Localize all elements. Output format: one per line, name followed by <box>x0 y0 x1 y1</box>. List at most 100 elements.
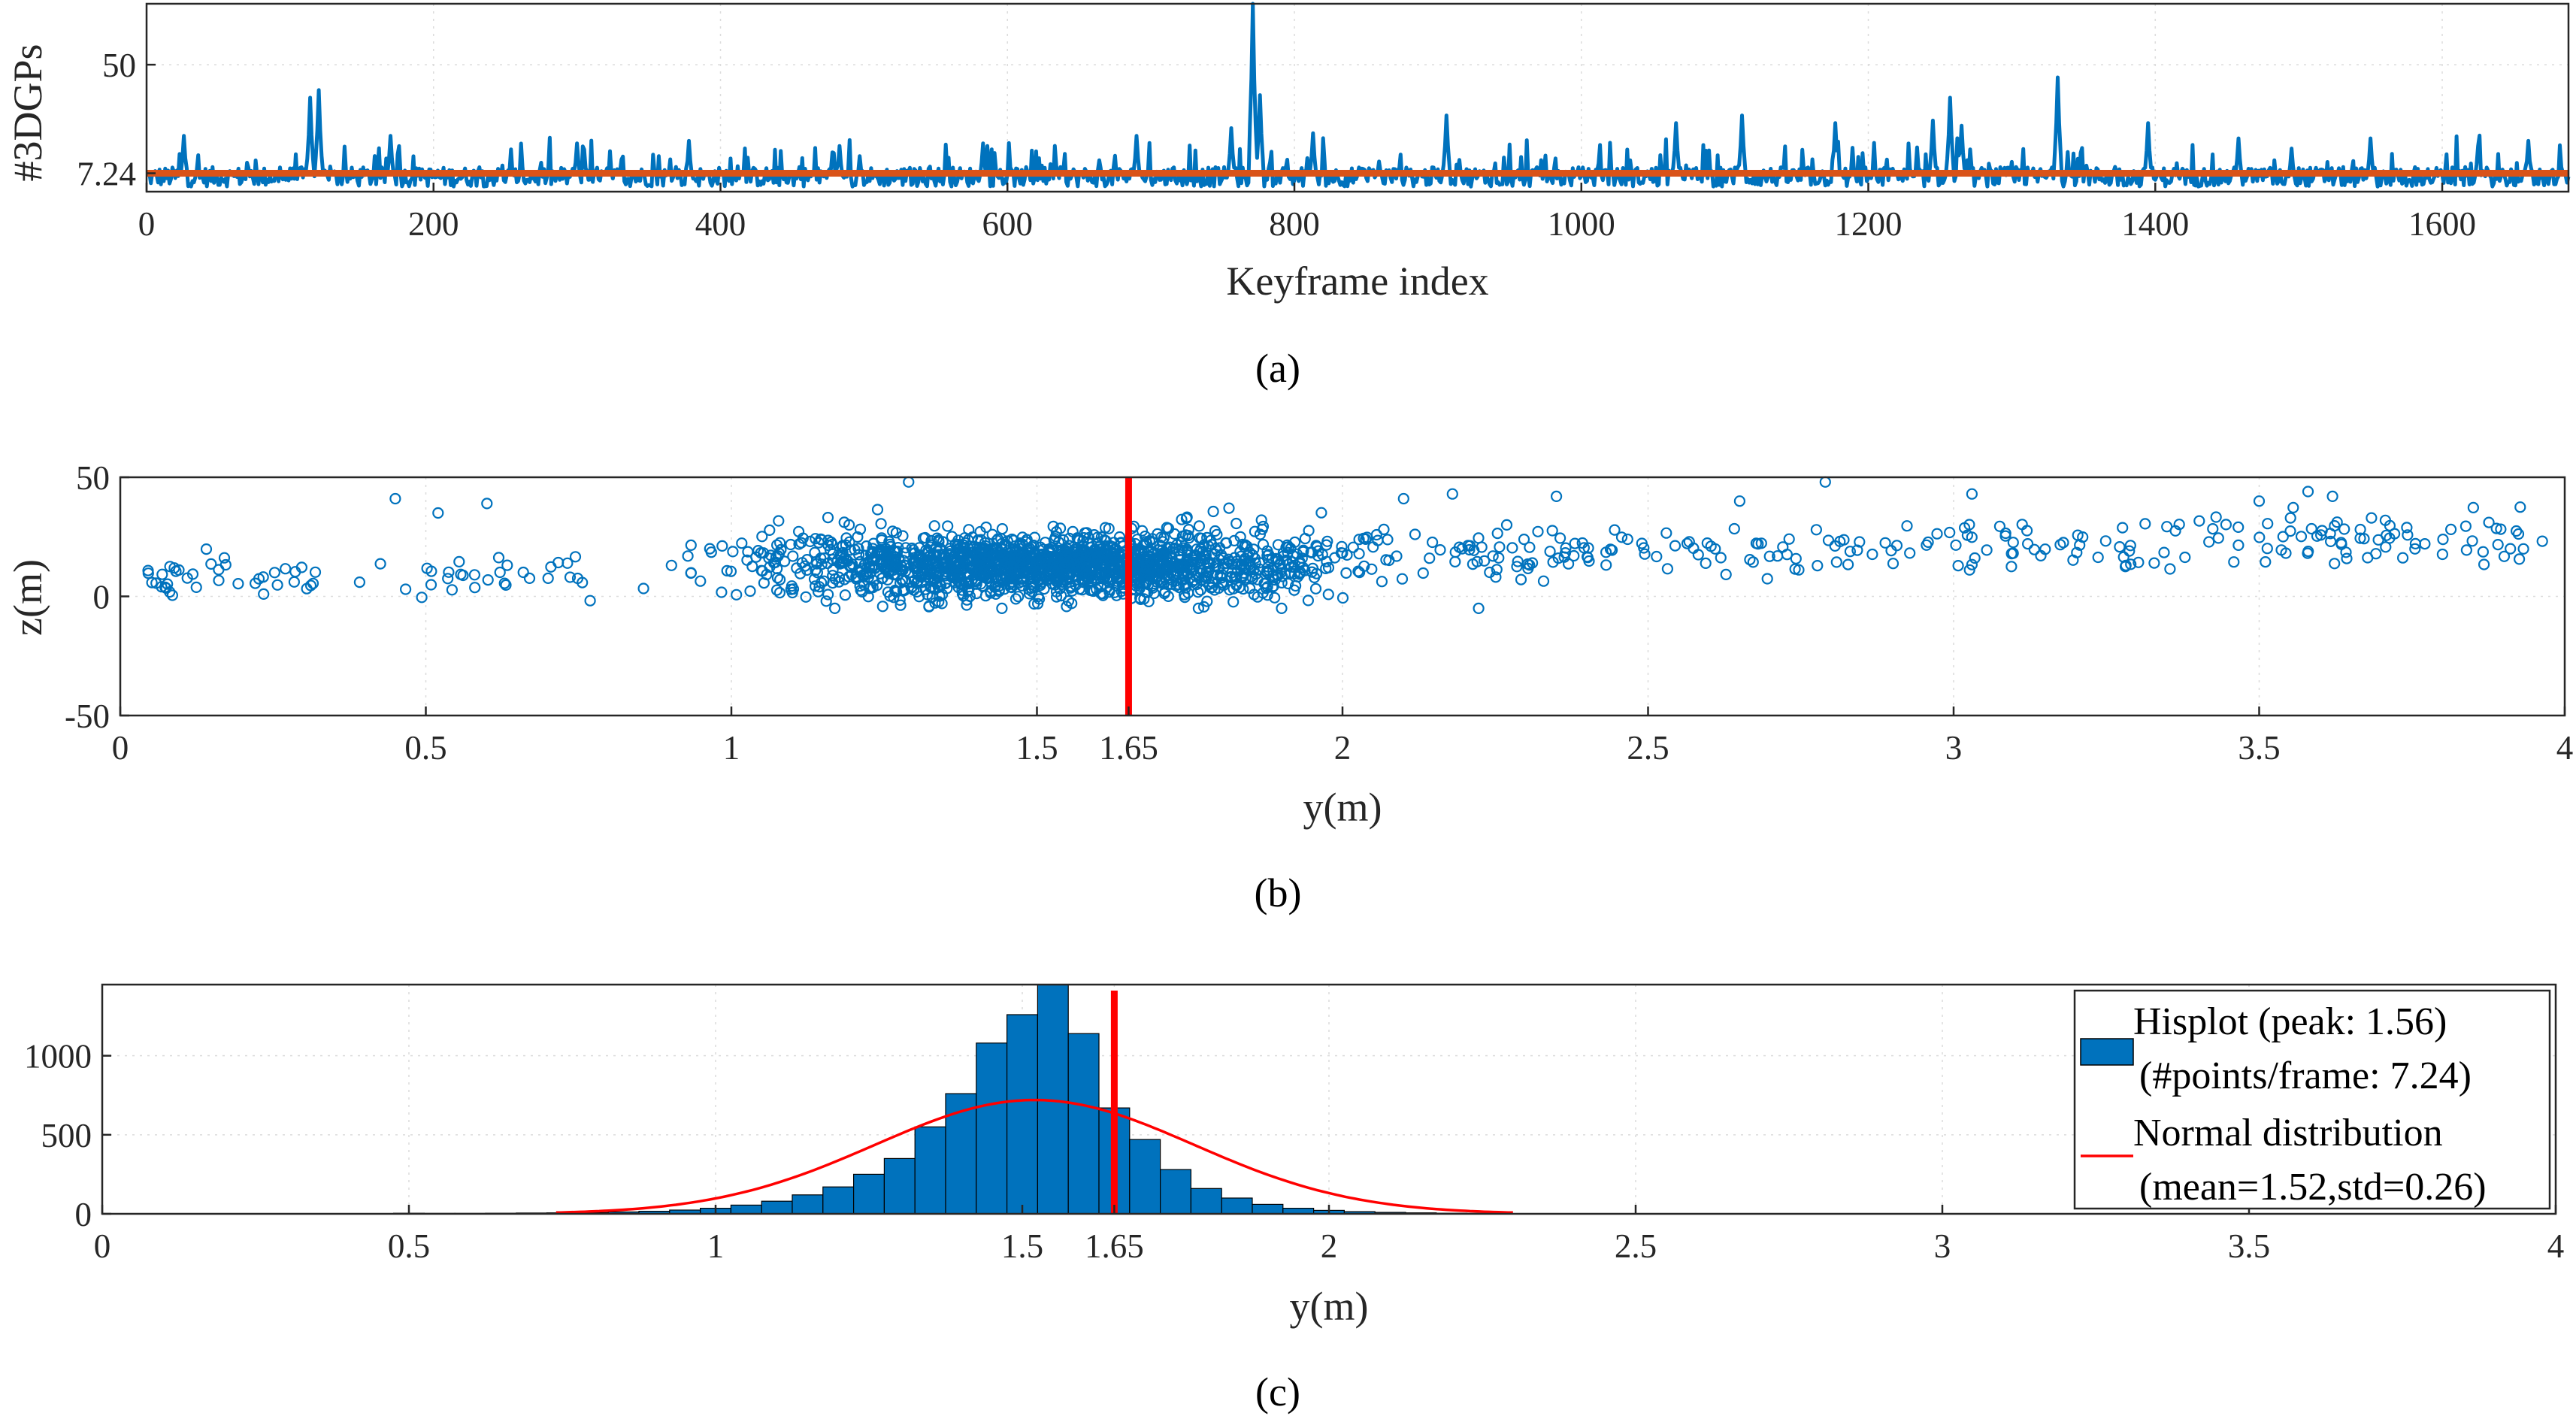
scatter-point-2022 <box>232 577 244 590</box>
scatter-point-1898 <box>1966 531 1978 543</box>
scatter-point-1776 <box>1651 550 1663 563</box>
scatter-point-2036 <box>1551 490 1563 503</box>
scatter-point-1503 <box>838 573 851 585</box>
scatter-point-1392 <box>1162 590 1174 603</box>
scatter-point-1993 <box>353 576 365 588</box>
scatter-point-1670 <box>1063 540 1075 552</box>
scatter-point-414 <box>756 531 768 543</box>
scatter-point-780 <box>1193 520 1206 532</box>
scatter-point-1878 <box>2005 561 2018 573</box>
scatter-point-1871 <box>1851 544 1863 556</box>
scatter-point-1848 <box>1294 568 1306 580</box>
panel-c-x-tick-label-3: 1.5 <box>1001 1227 1043 1265</box>
scatter-point-1303 <box>1320 562 1332 575</box>
scatter-point-1970 <box>166 589 178 601</box>
histogram-bar-7 <box>914 1126 946 1215</box>
scatter-point-814 <box>1176 513 1188 525</box>
panel-c-x-tick-label-8: 3.5 <box>2228 1227 2270 1265</box>
scatter-point-334 <box>725 565 737 577</box>
scatter-point-787 <box>1084 584 1096 597</box>
scatter-point-1908 <box>1621 533 1633 546</box>
scatter-point-1981 <box>268 567 280 579</box>
scatter-point-1971 <box>399 583 412 595</box>
scatter-point-491 <box>736 537 748 549</box>
scatter-point-1915 <box>2370 548 2382 560</box>
scatter-point-1741 <box>1506 542 1518 554</box>
scatter-point-1696 <box>1137 545 1150 557</box>
panel-c-x-tick-label-5: 2 <box>1321 1227 1338 1265</box>
scatter-point-1465 <box>974 525 986 538</box>
scatter-point-1868 <box>1747 556 1759 568</box>
scatter-point-576 <box>1347 541 1359 553</box>
scatter-point-580 <box>1063 532 1076 545</box>
scatter-point-1204 <box>1180 512 1193 525</box>
scatter-point-1710 <box>1479 555 1491 567</box>
caption-a: (a) <box>1255 346 1300 391</box>
scatter-point-1972 <box>443 566 455 578</box>
scatter-point-619 <box>637 582 649 595</box>
scatter-point-1364 <box>787 583 800 595</box>
scatter-point-1812 <box>2514 553 2526 565</box>
scatter-point-1834 <box>1636 537 1648 549</box>
scatter-point-1275 <box>1061 601 1073 613</box>
scatter-point-1706 <box>1281 539 1294 551</box>
scatter-point-1157 <box>1255 514 1267 526</box>
scatter-point-162 <box>1376 576 1388 588</box>
scatter-point-398 <box>682 550 694 562</box>
panel-c-normal-curve <box>555 1098 1513 1215</box>
scatter-point-1850 <box>1969 552 1981 564</box>
scatter-point-1638 <box>906 542 918 555</box>
scatter-point-1720 <box>2203 536 2215 548</box>
scatter-point-1992 <box>425 565 437 577</box>
scatter-point-1658 <box>966 564 979 576</box>
scatter-point-1889 <box>1558 551 1570 563</box>
scatter-point-1501 <box>1140 565 1152 577</box>
scatter-point-2017 <box>494 566 506 579</box>
scatter-point-772 <box>1231 558 1243 570</box>
scatter-point-891 <box>1161 522 1173 534</box>
scatter-point-1820 <box>2477 546 2489 558</box>
scatter-point-1137 <box>941 582 953 595</box>
scatter-point-1497 <box>989 542 1001 554</box>
scatter-point-1513 <box>1288 584 1300 596</box>
scatter-point-920 <box>884 590 896 602</box>
legend-box <box>2073 989 2551 1210</box>
scatter-point-1881 <box>2117 522 2129 534</box>
scatter-point-1936 <box>1609 524 1621 536</box>
scatter-point-1642 <box>952 538 964 551</box>
scatter-point-743 <box>875 518 887 530</box>
scatter-point-1698 <box>1005 573 1018 585</box>
scatter-point-1931 <box>2021 525 2033 537</box>
panel-c-x-tick-label-7: 3 <box>1934 1227 1951 1265</box>
scatter-point-2027 <box>307 577 319 589</box>
scatter-point-1966 <box>190 581 202 594</box>
scatter-point-1801 <box>1316 549 1328 561</box>
scatter-point-1761 <box>1306 566 1318 578</box>
scatter-point-1770 <box>1660 527 1672 539</box>
scatter-point-1725 <box>2517 543 2529 555</box>
panel-b-x-tick-label-3: 1.5 <box>1016 729 1058 767</box>
scatter-point-1755 <box>2284 525 2296 537</box>
scatter-point-409 <box>770 584 783 596</box>
scatter-point-1986 <box>442 573 454 585</box>
scatter-point-2031 <box>432 507 444 519</box>
scatter-point-1262 <box>1227 596 1240 608</box>
panel-b-y-label: z(m) <box>5 559 50 636</box>
scatter-point-1391 <box>928 520 940 532</box>
scatter-point-1906 <box>2498 550 2511 562</box>
scatter-point-1656 <box>1203 557 1215 569</box>
panel-b-x-tick-label-5: 2 <box>1334 729 1352 767</box>
scatter-point-1161 <box>787 550 799 562</box>
scatter-point-1238 <box>861 540 873 552</box>
scatter-point-2019 <box>150 577 162 589</box>
scatter-point-1417 <box>1353 548 1365 560</box>
scatter-point-1192 <box>665 559 677 571</box>
scatter-point-1815 <box>2512 528 2525 540</box>
panel-b-x-tick-label-1: 0.5 <box>404 729 446 767</box>
histogram-bar-14 <box>1129 1139 1161 1215</box>
scatter-point-1794 <box>1950 539 1962 551</box>
panel-b-x-tick-label-6: 2.5 <box>1627 729 1669 767</box>
panel-c-x-tick-label-0: 0 <box>94 1227 111 1265</box>
scatter-point-1782 <box>1999 530 2011 542</box>
